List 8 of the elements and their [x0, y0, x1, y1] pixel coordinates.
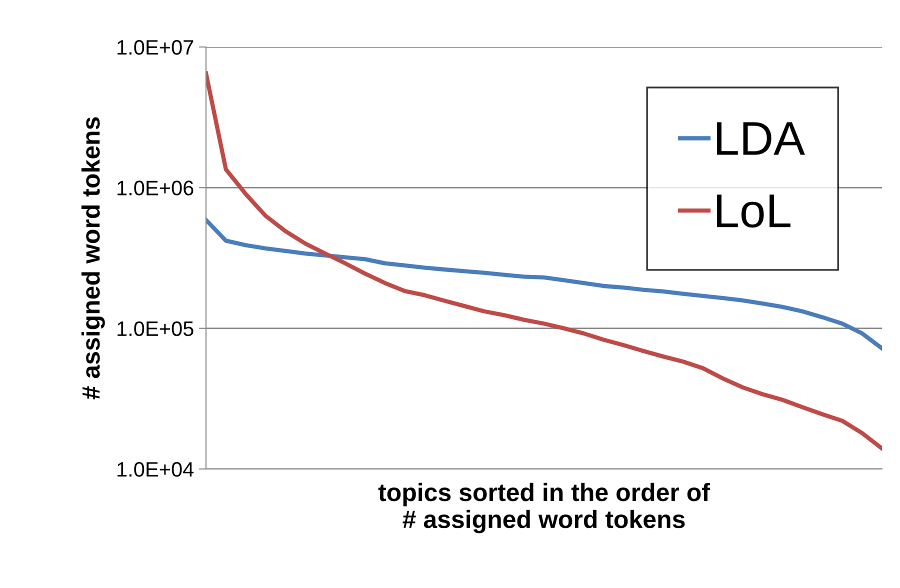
- y-axis-title: # assigned word tokens: [81, 117, 105, 400]
- x-axis-title: topics sorted in the order of # assigned word tokens: [378, 482, 710, 534]
- legend-label: LoL: [717, 194, 790, 228]
- legend-label: LDA: [717, 122, 805, 155]
- y-tick-label: 1.0E+04: [118, 462, 194, 477]
- y-tick-label: 1.0E+05: [118, 321, 194, 336]
- y-tick-label: 1.0E+07: [118, 40, 194, 55]
- y-tick-label: 1.0E+06: [118, 180, 194, 196]
